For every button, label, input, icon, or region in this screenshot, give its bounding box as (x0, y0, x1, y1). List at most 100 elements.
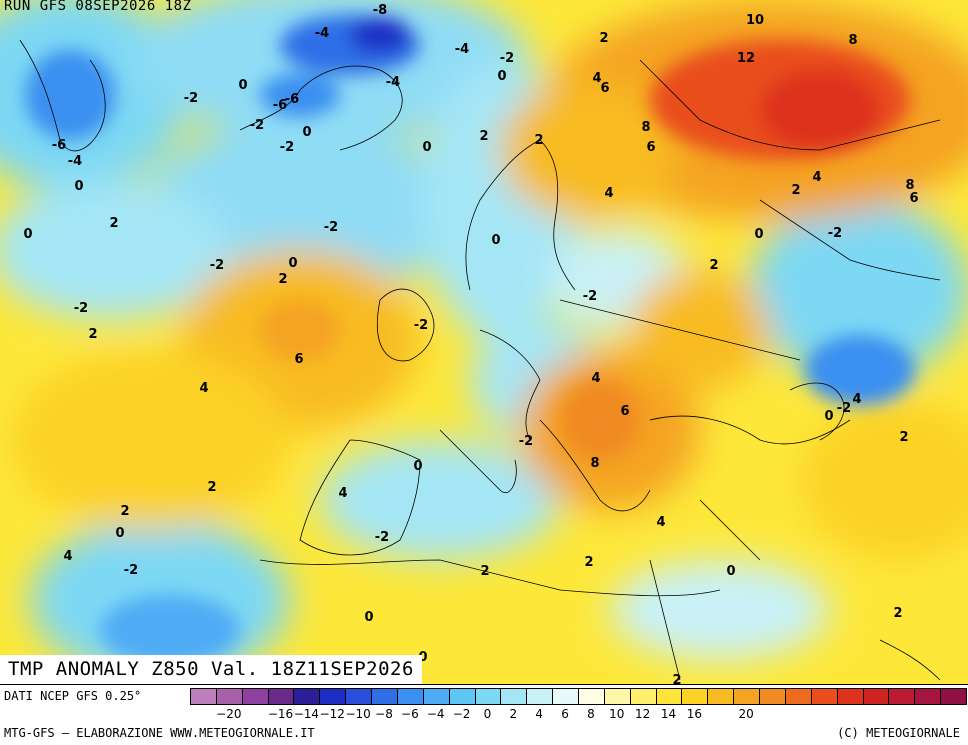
legend-swatch (345, 688, 373, 705)
contour-label: -2 (414, 318, 428, 333)
contour-label: -2 (837, 401, 851, 416)
contour-label: 4 (592, 71, 601, 86)
contour-label: 6 (646, 140, 655, 155)
anomaly-shading (0, 0, 968, 680)
color-scale-ticks: −20 −16 −14 −12 −10 −8 −6 −4 −2 0 2 4 6 8 10 12 14 16 20 (190, 707, 966, 723)
legend-swatch (500, 688, 528, 705)
legend-swatch (396, 688, 424, 705)
coastlines (19, 39, 941, 681)
legend-swatch (293, 688, 321, 705)
contour-label: 0 (115, 526, 124, 541)
contour-label: -2 (375, 530, 389, 545)
contour-label: 2 (584, 555, 593, 570)
contour-label: 8 (848, 33, 857, 48)
contour-label: -4 (386, 75, 400, 90)
contour-label: -2 (519, 434, 533, 449)
legend-swatch (319, 688, 347, 705)
legend-swatch (552, 688, 579, 705)
contour-label: -2 (828, 226, 842, 241)
contour-label: 4 (604, 186, 613, 201)
contour-label: -6 (285, 92, 299, 107)
contour-label: 0 (23, 227, 32, 242)
contour-label: 6 (294, 352, 303, 367)
run-label: RUN GFS 08SEP2026 18Z (4, 0, 192, 14)
contour-label: 2 (599, 31, 608, 46)
contour-label: -6 (273, 98, 287, 113)
legend-swatch (422, 688, 450, 705)
legend-tick-label: 20 (738, 707, 754, 721)
contour-label: -2 (210, 258, 224, 273)
legend-swatch (655, 688, 683, 705)
data-source-label: DATI NCEP GFS 0.25° (4, 689, 142, 703)
legend-swatch (190, 688, 217, 705)
legend-swatch (267, 688, 295, 705)
legend-swatch (940, 688, 967, 705)
legend-tick-label: 8 (587, 707, 595, 721)
contour-label: -2 (500, 51, 514, 66)
contour-label: 2 (791, 183, 800, 198)
legend-tick-label: 10 (609, 707, 625, 721)
legend-swatch (681, 688, 709, 705)
legend-swatch (215, 688, 243, 705)
contour-label: 6 (600, 81, 609, 96)
legend-tick-label: −10 (345, 707, 371, 721)
contour-label: 4 (63, 549, 72, 564)
contour-label: -2 (74, 301, 88, 316)
contour-label: 4 (812, 170, 821, 185)
contour-label: 12 (737, 51, 755, 66)
contour-label: 2 (893, 606, 902, 621)
contour-label: 0 (726, 564, 735, 579)
legend-swatch (888, 688, 916, 705)
contour-label: 6 (909, 191, 918, 206)
contour-label: -2 (250, 118, 264, 133)
map-footer: DATI NCEP GFS 0.25° −20 −16 −14 −12 −10 −8 −6−… (0, 684, 968, 745)
legend-swatch (784, 688, 812, 705)
contour-label: 0 (238, 78, 247, 93)
contour-label: -4 (455, 42, 469, 57)
contour-label: 0 (824, 409, 833, 424)
contour-label: 8 (590, 456, 599, 471)
color-scale-legend (190, 688, 967, 724)
legend-tick-label: −16 (267, 707, 294, 721)
legend-tick-label: 0 (483, 707, 492, 721)
contour-label: 0 (413, 459, 422, 474)
contour-label: 2 (88, 327, 97, 342)
credit-right: (C) METEOGIORNALE (837, 726, 960, 740)
contour-label: -2 (583, 289, 597, 304)
legend-tick-label: 12 (635, 707, 651, 721)
legend-tick-label: −4 (426, 707, 445, 721)
contour-label: 0 (422, 140, 431, 155)
legend-tick-label: −14 (293, 707, 320, 721)
legend-swatch (526, 688, 554, 705)
contour-label: 0 (491, 233, 500, 248)
legend-swatch (603, 688, 631, 705)
legend-swatch (914, 688, 942, 705)
contour-label: -4 (68, 154, 82, 169)
contour-label: 4 (199, 381, 208, 396)
contour-label: -2 (184, 91, 198, 106)
contour-label: 8 (641, 120, 650, 135)
legend-swatch (448, 688, 476, 705)
contour-label: 2 (534, 133, 543, 148)
contour-label: 0 (754, 227, 763, 242)
contour-label: 2 (278, 272, 287, 287)
contour-label: -2 (124, 563, 138, 578)
legend-tick-label: 14 (660, 707, 677, 721)
contour-label: 2 (120, 504, 129, 519)
legend-swatch (862, 688, 890, 705)
contour-label: 0 (418, 650, 427, 665)
contour-label: 0 (364, 610, 373, 625)
legend-tick-label: 4 (535, 707, 544, 721)
contour-label: -6 (52, 138, 66, 153)
legend-swatch (836, 688, 864, 705)
legend-swatch (629, 688, 657, 705)
legend-swatch (371, 688, 398, 705)
contour-label: 6 (620, 404, 629, 419)
credit-left: MTG-GFS — ELABORAZIONE WWW.METEOGIORNALE… (4, 726, 315, 740)
legend-swatch (810, 688, 838, 705)
legend-tick-label: −2 (452, 707, 471, 721)
contour-label: 2 (480, 564, 489, 579)
legend-tick-label: −8 (375, 707, 393, 721)
